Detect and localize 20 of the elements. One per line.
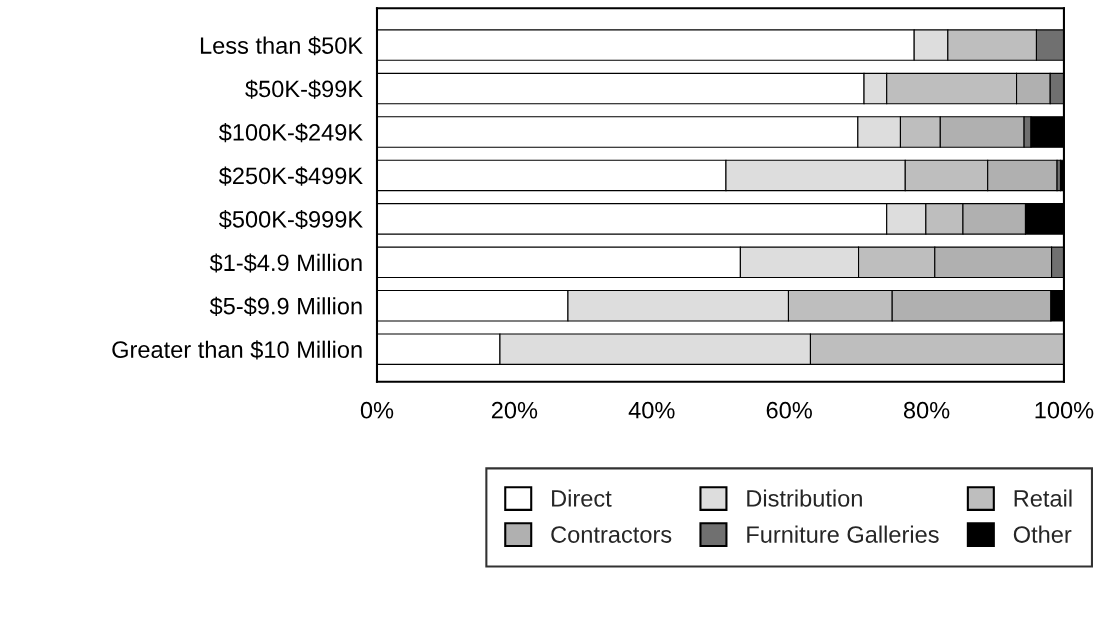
y-tick-label: $100K-$249K [218, 123, 363, 143]
legend-label: Other [1013, 525, 1072, 543]
y-tick-label: Less than $50K [200, 36, 363, 56]
x-tick-label: 0% [360, 401, 394, 419]
x-tick-label: 80% [903, 401, 950, 419]
y-tick-label: $500K-$999K [218, 209, 363, 230]
y-tick-label: $5-$9.9 Million [209, 296, 362, 316]
x-tick-label: 60% [766, 401, 812, 419]
legend-label: Furniture Galleries [747, 525, 939, 543]
legend-label: Retail [1014, 489, 1072, 507]
y-tick-label: $250K-$499K [218, 166, 363, 186]
x-tick-label: 100% [1035, 401, 1094, 419]
y-tick-label: Greater than $10 Million [112, 340, 362, 360]
legend-label: Direct [552, 489, 612, 507]
y-tick-label: $50K-$99K [245, 79, 363, 99]
legend-label: Contractors [551, 526, 672, 543]
y-tick-label: $1-$4.9 Million [209, 253, 362, 273]
x-tick-label: 40% [628, 401, 675, 419]
x-tick-label: 20% [491, 401, 538, 419]
legend-label: Distribution [747, 489, 862, 507]
